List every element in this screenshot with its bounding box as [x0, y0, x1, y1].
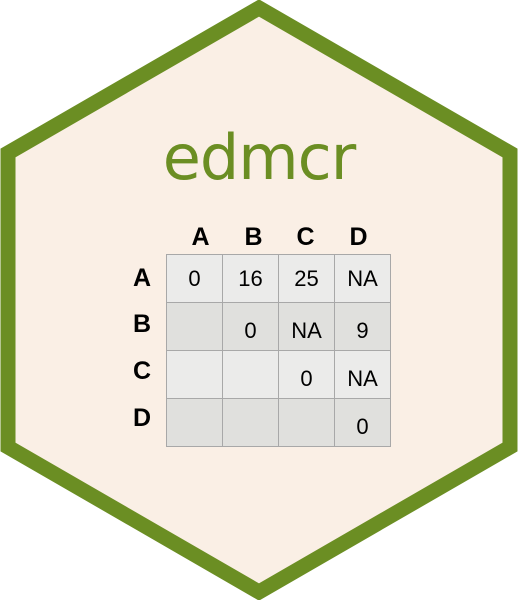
- matrix-cell: NA: [334, 350, 391, 399]
- matrix-cell: [222, 398, 279, 447]
- package-title: edmcr: [162, 121, 356, 194]
- matrix-cell: [222, 350, 279, 399]
- matrix-row-b: 0 NA 9: [166, 302, 391, 351]
- matrix-cell: 16: [222, 254, 279, 303]
- matrix-cell: [166, 398, 223, 447]
- matrix-cell: NA: [334, 254, 391, 303]
- matrix-cell: 0: [334, 398, 391, 447]
- matrix-row-a: 0 16 25 NA: [166, 254, 391, 303]
- row-header-b: B: [132, 310, 152, 338]
- matrix-cell: [166, 350, 223, 399]
- matrix-row-c: 0 NA: [166, 350, 391, 399]
- col-header-b: B: [244, 223, 263, 251]
- col-header-a: A: [191, 223, 210, 251]
- matrix-cell: 0: [278, 350, 335, 399]
- matrix-cell: [278, 398, 335, 447]
- col-header-d: D: [349, 223, 368, 251]
- matrix-cell: [166, 302, 223, 351]
- matrix-cell: 0: [166, 254, 223, 303]
- distance-matrix: 0 16 25 NA 0 NA 9 0 NA 0: [166, 254, 391, 447]
- row-header-c: C: [132, 357, 152, 385]
- col-header-c: C: [296, 223, 315, 251]
- matrix-cell: 0: [222, 302, 279, 351]
- row-header-d: D: [132, 404, 152, 432]
- matrix-row-d: 0: [166, 398, 391, 447]
- matrix-cell: 9: [334, 302, 391, 351]
- row-header-a: A: [132, 264, 152, 292]
- matrix-cell: 25: [278, 254, 335, 303]
- matrix-cell: NA: [278, 302, 335, 351]
